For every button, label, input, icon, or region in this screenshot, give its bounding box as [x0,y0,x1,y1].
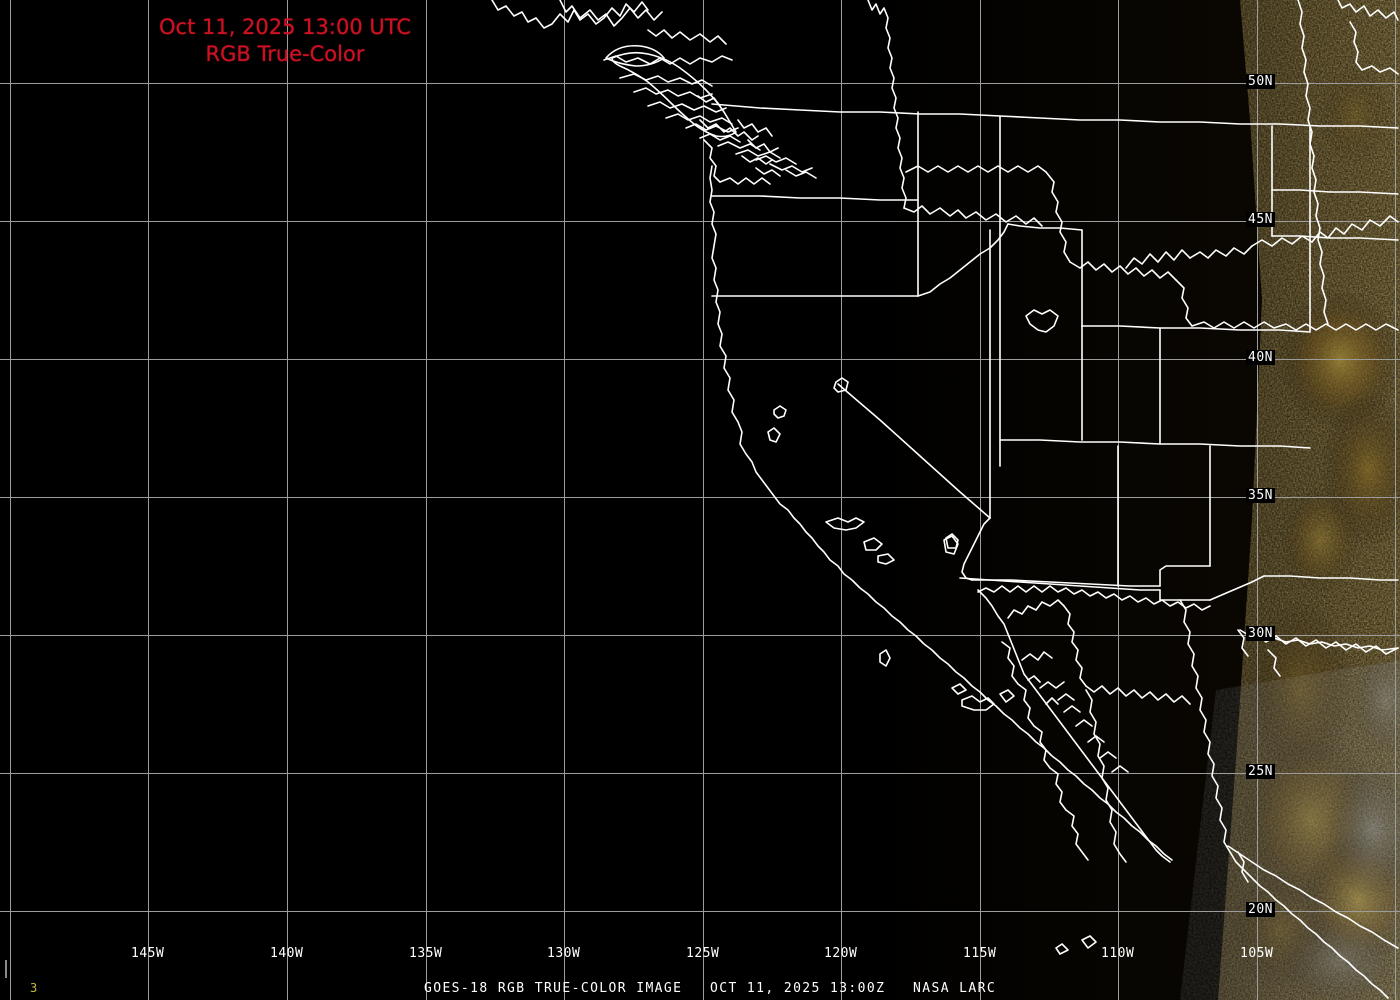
lat-label-35n: 35N [1246,488,1275,503]
lat-label-20n: 20N [1246,902,1275,917]
title-annotation: Oct 11, 2025 13:00 UTC RGB True-Color [150,14,420,68]
lon-label-140w: 140W [270,946,304,961]
lon-label-115w: 115W [963,946,997,961]
title-product: RGB True-Color [205,42,365,66]
left-edge-tick [5,960,7,978]
lat-label-25n: 25N [1246,764,1275,779]
lon-label-130w: 130W [547,946,581,961]
lat-label-30n: 30N [1246,626,1275,641]
title-timestamp: Oct 11, 2025 13:00 UTC [159,15,411,39]
lon-label-110w: 110W [1101,946,1135,961]
lon-label-125w: 125W [686,946,720,961]
lat-label-45n: 45N [1246,212,1275,227]
lon-label-145w: 145W [131,946,165,961]
corner-index-label: 3 [30,981,38,995]
lon-label-135w: 135W [409,946,443,961]
footer-caption: GOES-18 RGB TRUE-COLOR IMAGE OCT 11, 202… [424,981,997,996]
lon-label-105w: 105W [1240,946,1274,961]
lat-label-50n: 50N [1246,74,1275,89]
lat-label-40n: 40N [1246,350,1275,365]
lon-label-120w: 120W [824,946,858,961]
